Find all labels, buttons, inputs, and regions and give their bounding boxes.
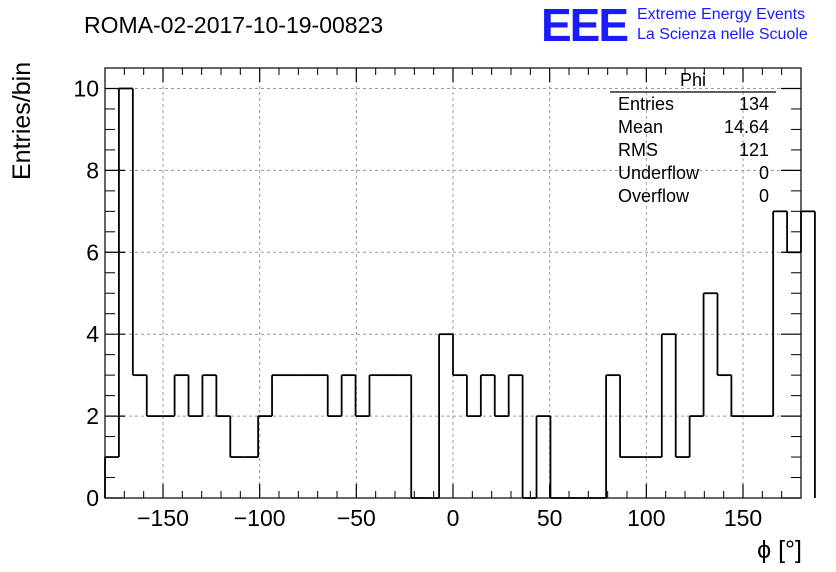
stats-box: Phi Entries 134 Mean 14.64 RMS 121 Under… [610,70,776,206]
logo-line1: Extreme Energy Events [637,6,805,23]
stats-label-overflow: Overflow [618,186,690,206]
y-tick-label: 4 [86,321,99,347]
x-tick-label: −50 [337,505,376,531]
stats-label-rms: RMS [618,140,658,160]
x-tick-label: 0 [447,505,460,531]
y-tick-label: 0 [86,485,99,511]
y-tick-label: 6 [86,239,99,265]
y-tick-label: 2 [86,403,99,429]
x-tick-label: 100 [627,505,665,531]
histogram [104,87,816,499]
eee-logo: EEE Extreme Energy Events La Scienza nel… [541,0,808,51]
x-axis-title: ϕ [°] [757,536,802,564]
stats-value-entries: 134 [739,94,769,114]
grid-lines [105,68,801,498]
x-tick-label: 150 [724,505,762,531]
logo-acronym: EEE [541,0,627,51]
y-tick-label: 10 [73,75,99,101]
y-tick-label: 8 [86,157,99,183]
y-axis-title: Entries/bin [8,62,36,180]
stats-label-underflow: Underflow [618,163,700,183]
chart-title: ROMA-02-2017-10-19-00823 [84,12,383,38]
stats-value-mean: 14.64 [724,117,769,137]
stats-label-mean: Mean [618,117,663,137]
stats-value-rms: 121 [739,140,769,160]
plot-frame [104,67,802,499]
x-tick-label: −100 [234,505,286,531]
x-tick-label: −150 [137,505,189,531]
x-tick-label: 50 [537,505,563,531]
stats-value-underflow: 0 [759,163,769,183]
stats-label-entries: Entries [618,94,674,114]
logo-line2: La Scienza nelle Scuole [637,26,808,43]
stats-title: Phi [680,70,706,90]
stats-value-overflow: 0 [759,186,769,206]
axis-ticks: −150 −100 −50 0 50 100 150 0 2 4 6 8 10 [73,67,801,531]
